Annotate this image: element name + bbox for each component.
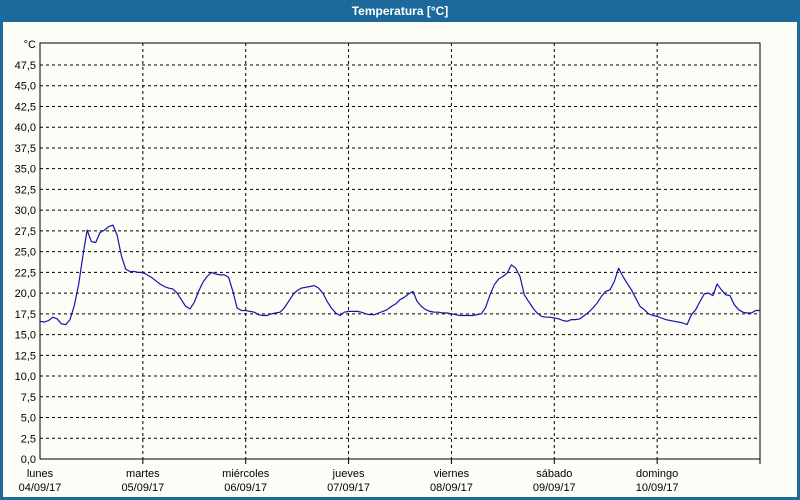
y-axis-tick-label: 40,0	[15, 122, 36, 134]
temperature-chart: °C 0,0 2,5 5,0 7,5 10,0 12,5 15,0 17,5 20,0 22,5 25…	[15, 39, 761, 494]
y-axis-tick-label: 32,5	[15, 184, 36, 196]
x-axis-day-label: lunes	[27, 468, 54, 480]
y-axis-tick-label: 25,0	[15, 247, 36, 259]
y-axis-tick-label: 42,5	[15, 101, 36, 113]
y-axis-tick-label: 15,0	[15, 330, 36, 342]
y-axis-tick-label: 5,0	[21, 413, 36, 425]
y-axis-unit-label: °C	[24, 39, 36, 51]
x-axis-day-label: miércoles	[222, 468, 270, 480]
x-axis-date-label: 04/09/17	[19, 482, 62, 494]
x-axis-date-label: 09/09/17	[533, 482, 576, 494]
y-axis-tick-label: 2,5	[21, 433, 36, 445]
y-axis-tick-label: 20,0	[15, 288, 36, 300]
x-axis-day-label: viernes	[434, 468, 470, 480]
y-axis-tick-label: 45,0	[15, 81, 36, 93]
x-axis-date-label: 07/09/17	[327, 482, 370, 494]
chart-panel: °C 0,0 2,5 5,0 7,5 10,0 12,5 15,0 17,5 20,0 22,5 25…	[3, 22, 797, 497]
y-axis-tick-label: 10,0	[15, 371, 36, 383]
x-axis-day-label: martes	[126, 468, 160, 480]
y-axis-tick-label: 30,0	[15, 205, 36, 217]
title-bar: Temperatura [°C]	[0, 0, 800, 22]
x-axis-date-label: 06/09/17	[224, 482, 267, 494]
y-axis-tick-label: 35,0	[15, 164, 36, 176]
y-axis-tick-label: 17,5	[15, 309, 36, 321]
y-axis-tick-label: 22,5	[15, 267, 36, 279]
x-axis-day-label: sábado	[536, 468, 572, 480]
y-axis-tick-label: 27,5	[15, 226, 36, 238]
y-axis-tick-label: 47,5	[15, 60, 36, 72]
y-axis-tick-label: 7,5	[21, 392, 36, 404]
plot-border	[39, 42, 761, 460]
x-axis-date-label: 05/09/17	[121, 482, 164, 494]
temperature-line	[39, 224, 760, 326]
x-axis-date-label: 10/09/17	[636, 482, 679, 494]
y-axis-tick-label: 37,5	[15, 143, 36, 155]
y-axis-tick-label: 12,5	[15, 350, 36, 362]
x-axis-day-label: jueves	[332, 468, 365, 480]
chart-title: Temperatura [°C]	[351, 4, 449, 18]
x-axis-day-label: domingo	[636, 468, 678, 480]
x-axis-date-label: 08/09/17	[430, 482, 473, 494]
y-axis-tick-label: 0,0	[21, 454, 36, 466]
